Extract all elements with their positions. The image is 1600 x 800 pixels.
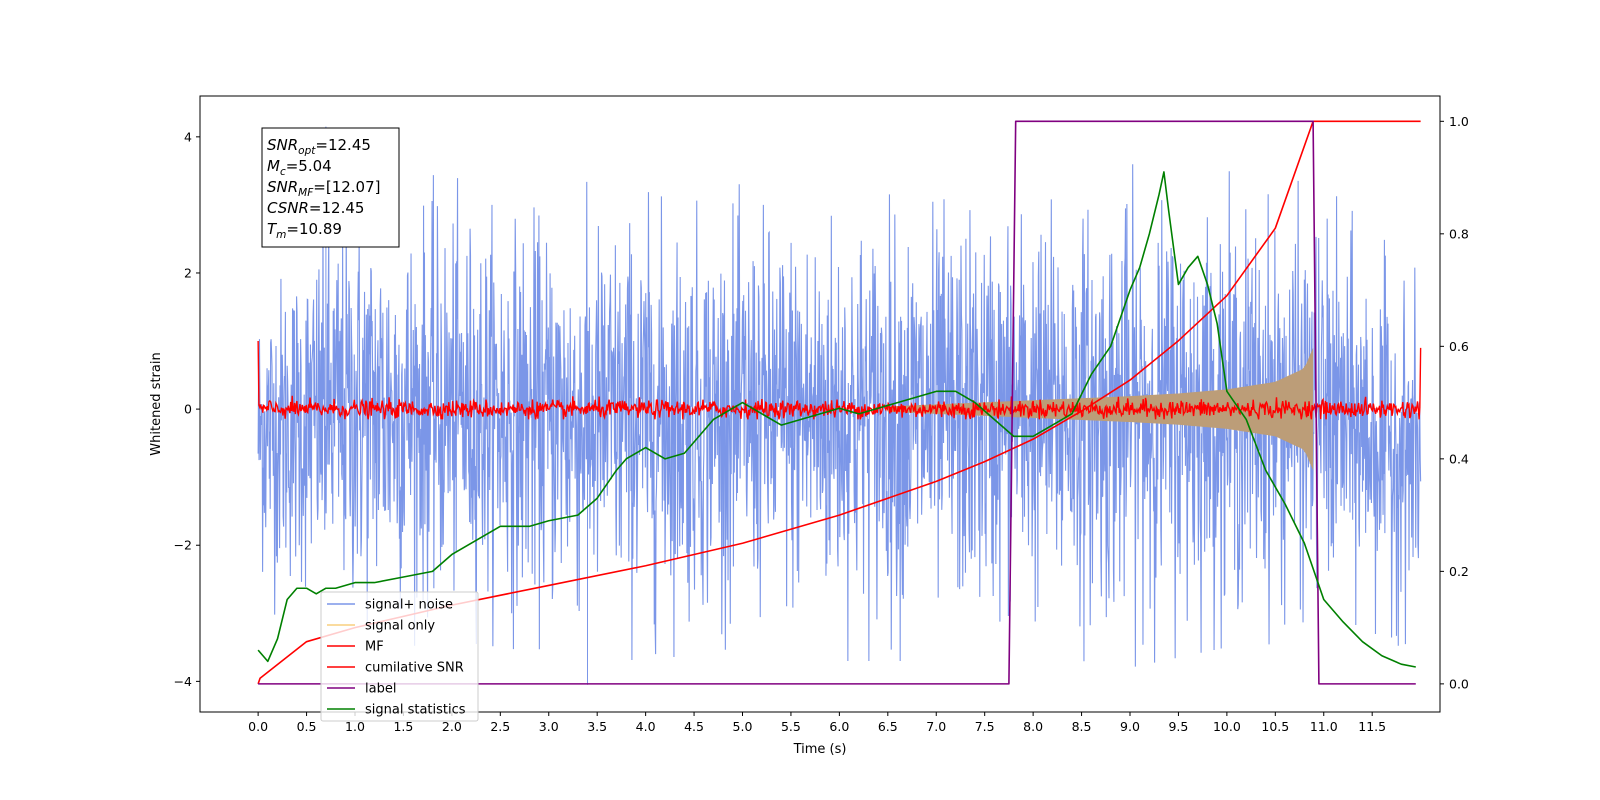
x-tick-label: 4.5 xyxy=(684,719,704,734)
legend-entry: cumilative SNR xyxy=(365,661,464,676)
y-right-tick-label: 1.0 xyxy=(1449,114,1469,129)
x-tick-label: 0.0 xyxy=(248,719,268,734)
annotation-box-frame xyxy=(261,127,400,248)
y-left-tick-label: 2 xyxy=(184,265,192,280)
annotation-line: Mc=5.04 xyxy=(267,157,332,178)
y-left-tick-label: 4 xyxy=(184,129,192,144)
annotation-line: SNRopt=12.45 xyxy=(267,136,371,157)
y-axis-label-left: Whitened strain xyxy=(149,352,164,455)
x-tick-label: 4.0 xyxy=(636,719,656,734)
x-tick-label: 9.5 xyxy=(1168,719,1188,734)
legend-entry: signal only xyxy=(365,619,435,634)
plot-area xyxy=(257,120,1422,685)
x-tick-label: 2.0 xyxy=(442,719,462,734)
annotation-box: SNRopt=12.45Mc=5.04SNRMF=[12.07]CSNR=12.… xyxy=(261,127,400,248)
legend-entry: signal statistics xyxy=(365,703,466,718)
x-tick-label: 11.5 xyxy=(1358,719,1386,734)
x-tick-label: 10.5 xyxy=(1261,719,1289,734)
y-right-tick-label: 0.4 xyxy=(1449,451,1469,466)
x-tick-label: 7.5 xyxy=(975,719,995,734)
x-tick-label: 1.0 xyxy=(345,719,365,734)
x-tick-label: 5.5 xyxy=(781,719,801,734)
legend-entry: signal+ noise xyxy=(365,598,453,613)
y-left-tick-label: −2 xyxy=(174,538,192,553)
annotation-line: SNRMF=[12.07] xyxy=(267,178,381,199)
y-axis-left: −4 −2 0 2 4 xyxy=(174,129,200,689)
y-right-tick-label: 0.8 xyxy=(1449,226,1469,241)
y-right-tick-label: 0.2 xyxy=(1449,564,1469,579)
x-tick-label: 11.0 xyxy=(1310,719,1338,734)
x-tick-label: 0.5 xyxy=(297,719,317,734)
series-mf xyxy=(257,341,1422,420)
x-tick-label: 3.0 xyxy=(539,719,559,734)
y-right-tick-label: 0.6 xyxy=(1449,339,1469,354)
legend-entry: MF xyxy=(365,640,384,655)
x-tick-label: 1.5 xyxy=(393,719,413,734)
x-tick-label: 5.0 xyxy=(733,719,753,734)
x-tick-label: 7.0 xyxy=(926,719,946,734)
x-tick-label: 6.5 xyxy=(878,719,898,734)
series-signal-noise xyxy=(257,164,1422,667)
annotation-line: CSNR=12.45 xyxy=(267,199,364,217)
x-tick-label: 8.5 xyxy=(1072,719,1092,734)
y-axis-right: 0.0 0.2 0.4 0.6 0.8 1.0 xyxy=(1440,114,1469,691)
y-left-tick-label: 0 xyxy=(184,402,192,417)
x-tick-label: 8.0 xyxy=(1023,719,1043,734)
x-tick-label: 10.0 xyxy=(1213,719,1241,734)
x-axis: 0.0 0.5 1.0 1.5 2.0 2.5 3.0 3.5 4.0 4.5 5.0 5.5 6.0 6… xyxy=(248,712,1386,734)
legend-entry: label xyxy=(365,682,396,697)
axes-frame xyxy=(199,95,1441,713)
x-tick-label: 2.5 xyxy=(490,719,510,734)
series-label xyxy=(258,120,1416,685)
y-left-tick-label: −4 xyxy=(174,674,192,689)
legend: signal+ noise signal only MF cumilative SNR… xyxy=(320,591,479,722)
y-right-tick-label: 0.0 xyxy=(1449,676,1469,691)
annotation-line: Tm=10.89 xyxy=(267,220,342,241)
series-signal-statistics xyxy=(257,171,1416,668)
x-axis-label: Time (s) xyxy=(793,742,847,757)
x-tick-label: 6.0 xyxy=(829,719,849,734)
x-tick-label: 9.0 xyxy=(1120,719,1140,734)
legend-frame xyxy=(320,591,479,722)
x-tick-label: 3.5 xyxy=(587,719,607,734)
